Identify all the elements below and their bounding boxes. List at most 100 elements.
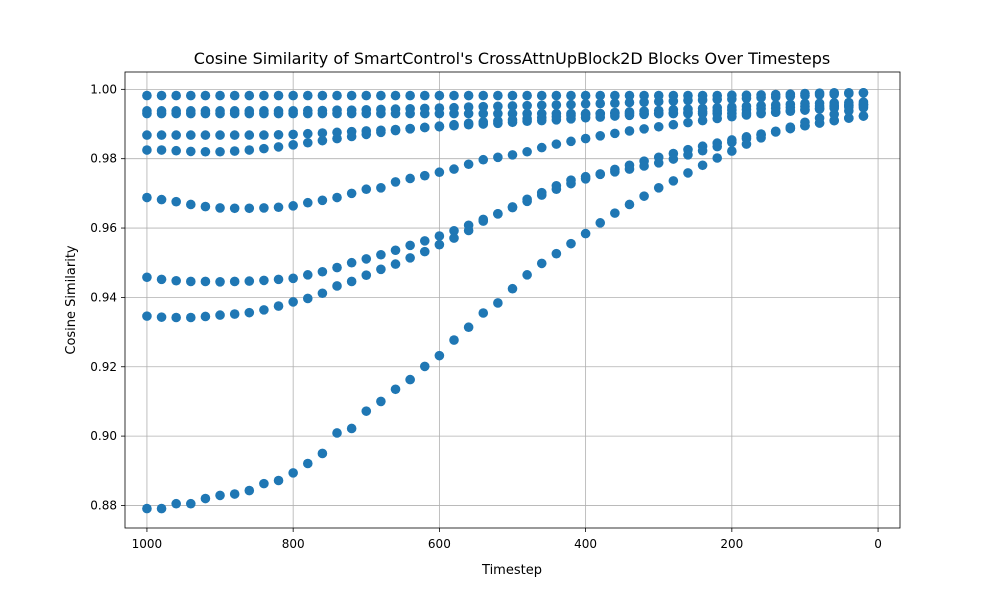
- scatter-point: [332, 90, 342, 101]
- scatter-point: [507, 90, 518, 101]
- scatter-point: [273, 274, 284, 285]
- scatter-point: [200, 201, 211, 212]
- scatter-point: [142, 311, 152, 321]
- scatter-point: [156, 130, 167, 140]
- scatter-point: [346, 276, 357, 287]
- scatter-point: [434, 350, 445, 361]
- scatter-point: [624, 164, 635, 174]
- scatter-point: [361, 90, 372, 101]
- scatter-point: [171, 312, 181, 323]
- scatter-point: [668, 96, 679, 106]
- scatter-point: [844, 106, 854, 116]
- scatter-point: [463, 90, 474, 101]
- scatter-point: [785, 122, 796, 132]
- scatter-point: [332, 133, 342, 144]
- scatter-point: [727, 137, 737, 148]
- scatter-point: [536, 112, 547, 123]
- scatter-point: [405, 253, 415, 263]
- scatter-point: [463, 118, 474, 129]
- scatter-point: [449, 233, 459, 243]
- scatter-point: [186, 146, 196, 157]
- scatter-point: [361, 184, 372, 195]
- scatter-point: [844, 113, 854, 123]
- scatter-point: [770, 100, 781, 110]
- scatter-point: [507, 101, 518, 111]
- scatter-point: [610, 107, 620, 118]
- chart-title: Cosine Similarity of SmartControl's Cros…: [194, 49, 830, 68]
- plot-area-frame: [124, 71, 901, 529]
- scatter-point: [156, 503, 167, 514]
- y-axis-ticks: 0.88 0.90 0.92 0.94 0.96 0.98 1.00: [90, 82, 125, 512]
- scatter-point: [171, 145, 181, 156]
- scatter-point: [683, 117, 693, 128]
- scatter-point: [332, 428, 342, 438]
- scatter-point: [317, 288, 328, 299]
- scatter-point: [683, 104, 693, 114]
- y-tick-label: 0.92: [90, 360, 117, 374]
- scatter-point: [785, 106, 796, 116]
- scatter-point: [770, 127, 781, 137]
- scatter-point: [171, 108, 181, 119]
- scatter-point: [507, 202, 518, 212]
- scatter-point: [419, 170, 430, 181]
- scatter-point: [507, 150, 518, 160]
- scatter-point: [624, 97, 635, 108]
- scatter-point: [142, 108, 152, 119]
- scatter-point: [566, 99, 576, 110]
- scatter-point: [756, 133, 766, 143]
- scatter-point: [668, 104, 679, 115]
- grid-lines: [125, 72, 900, 528]
- scatter-point: [829, 109, 839, 120]
- scatter-point: [610, 128, 620, 139]
- scatter-point: [288, 129, 298, 140]
- scatter-point: [595, 90, 606, 101]
- scatter-point: [595, 169, 606, 180]
- scatter-point: [449, 119, 459, 130]
- scatter-point: [273, 108, 284, 119]
- x-tick-label: 400: [574, 537, 597, 551]
- scatter-point: [405, 108, 415, 119]
- scatter-point: [478, 154, 489, 165]
- scatter-point: [829, 89, 839, 99]
- scatter-point: [186, 108, 196, 119]
- scatter-point: [463, 159, 474, 170]
- scatter-point: [215, 90, 225, 101]
- scatter-point: [302, 137, 313, 148]
- scatter-point: [507, 283, 518, 294]
- scatter-point: [273, 301, 284, 311]
- scatter-point: [259, 478, 269, 489]
- scatter-point: [610, 98, 620, 109]
- scatter-point: [317, 135, 328, 146]
- scatter-point: [156, 274, 167, 285]
- scatter-point: [376, 127, 386, 138]
- scatter-point: [580, 99, 591, 109]
- scatter-point: [405, 240, 415, 251]
- scatter-point: [302, 128, 313, 139]
- scatter-point: [390, 177, 401, 187]
- scatter-point: [463, 102, 474, 112]
- scatter-point: [361, 254, 372, 264]
- scatter-point: [288, 108, 298, 119]
- scatter-point: [229, 108, 240, 119]
- scatter-point: [434, 167, 445, 178]
- scatter-point: [756, 100, 766, 111]
- scatter-point: [317, 448, 328, 459]
- scatter-point: [756, 92, 766, 103]
- x-tick-label: 200: [720, 537, 743, 551]
- scatter-point: [186, 312, 196, 323]
- scatter-point: [142, 130, 152, 140]
- scatter-point: [405, 90, 415, 101]
- scatter-point: [712, 94, 723, 105]
- scatter-point: [814, 103, 825, 113]
- scatter-point: [200, 130, 211, 140]
- scatter-point: [653, 158, 664, 168]
- scatter-point: [215, 203, 225, 213]
- scatter-point: [302, 108, 313, 119]
- scatter-point: [551, 248, 562, 259]
- scatter-point: [770, 92, 781, 102]
- scatter-point: [493, 298, 503, 308]
- scatter-point: [215, 108, 225, 119]
- scatter-point: [478, 308, 489, 318]
- scatter-point: [346, 131, 357, 142]
